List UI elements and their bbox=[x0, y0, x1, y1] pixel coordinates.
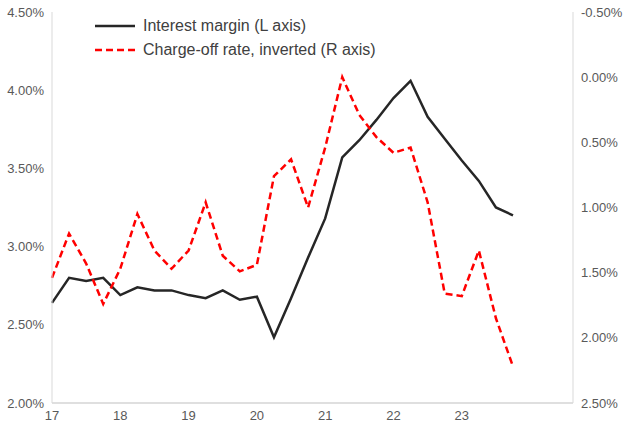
svg-text:4.50%: 4.50% bbox=[8, 5, 44, 20]
svg-text:4.00%: 4.00% bbox=[8, 83, 44, 98]
svg-text:3.50%: 3.50% bbox=[8, 161, 44, 176]
svg-text:2.00%: 2.00% bbox=[8, 396, 44, 411]
svg-text:20: 20 bbox=[250, 408, 264, 423]
svg-text:-0.50%: -0.50% bbox=[581, 5, 623, 20]
svg-text:19: 19 bbox=[181, 408, 195, 423]
svg-text:1.50%: 1.50% bbox=[581, 265, 618, 280]
svg-text:2.00%: 2.00% bbox=[581, 330, 618, 345]
html-text:Charge-off rate, inverted (R a: Charge-off rate, inverted (R axis) bbox=[143, 41, 376, 58]
svg-text:23: 23 bbox=[455, 408, 469, 423]
svg-text:1.00%: 1.00% bbox=[581, 200, 618, 215]
html-text:Interest margin (L axis): Interest margin (L axis) bbox=[143, 17, 306, 34]
svg-text:2.50%: 2.50% bbox=[581, 396, 618, 411]
svg-text:3.00%: 3.00% bbox=[8, 239, 44, 254]
svg-text:2.50%: 2.50% bbox=[8, 317, 44, 332]
svg-text:21: 21 bbox=[318, 408, 332, 423]
svg-text:22: 22 bbox=[386, 408, 400, 423]
svg-text:0.50%: 0.50% bbox=[581, 135, 618, 150]
svg-text:18: 18 bbox=[113, 408, 127, 423]
svg-text:17: 17 bbox=[45, 408, 59, 423]
svg-text:0.00%: 0.00% bbox=[581, 70, 618, 85]
